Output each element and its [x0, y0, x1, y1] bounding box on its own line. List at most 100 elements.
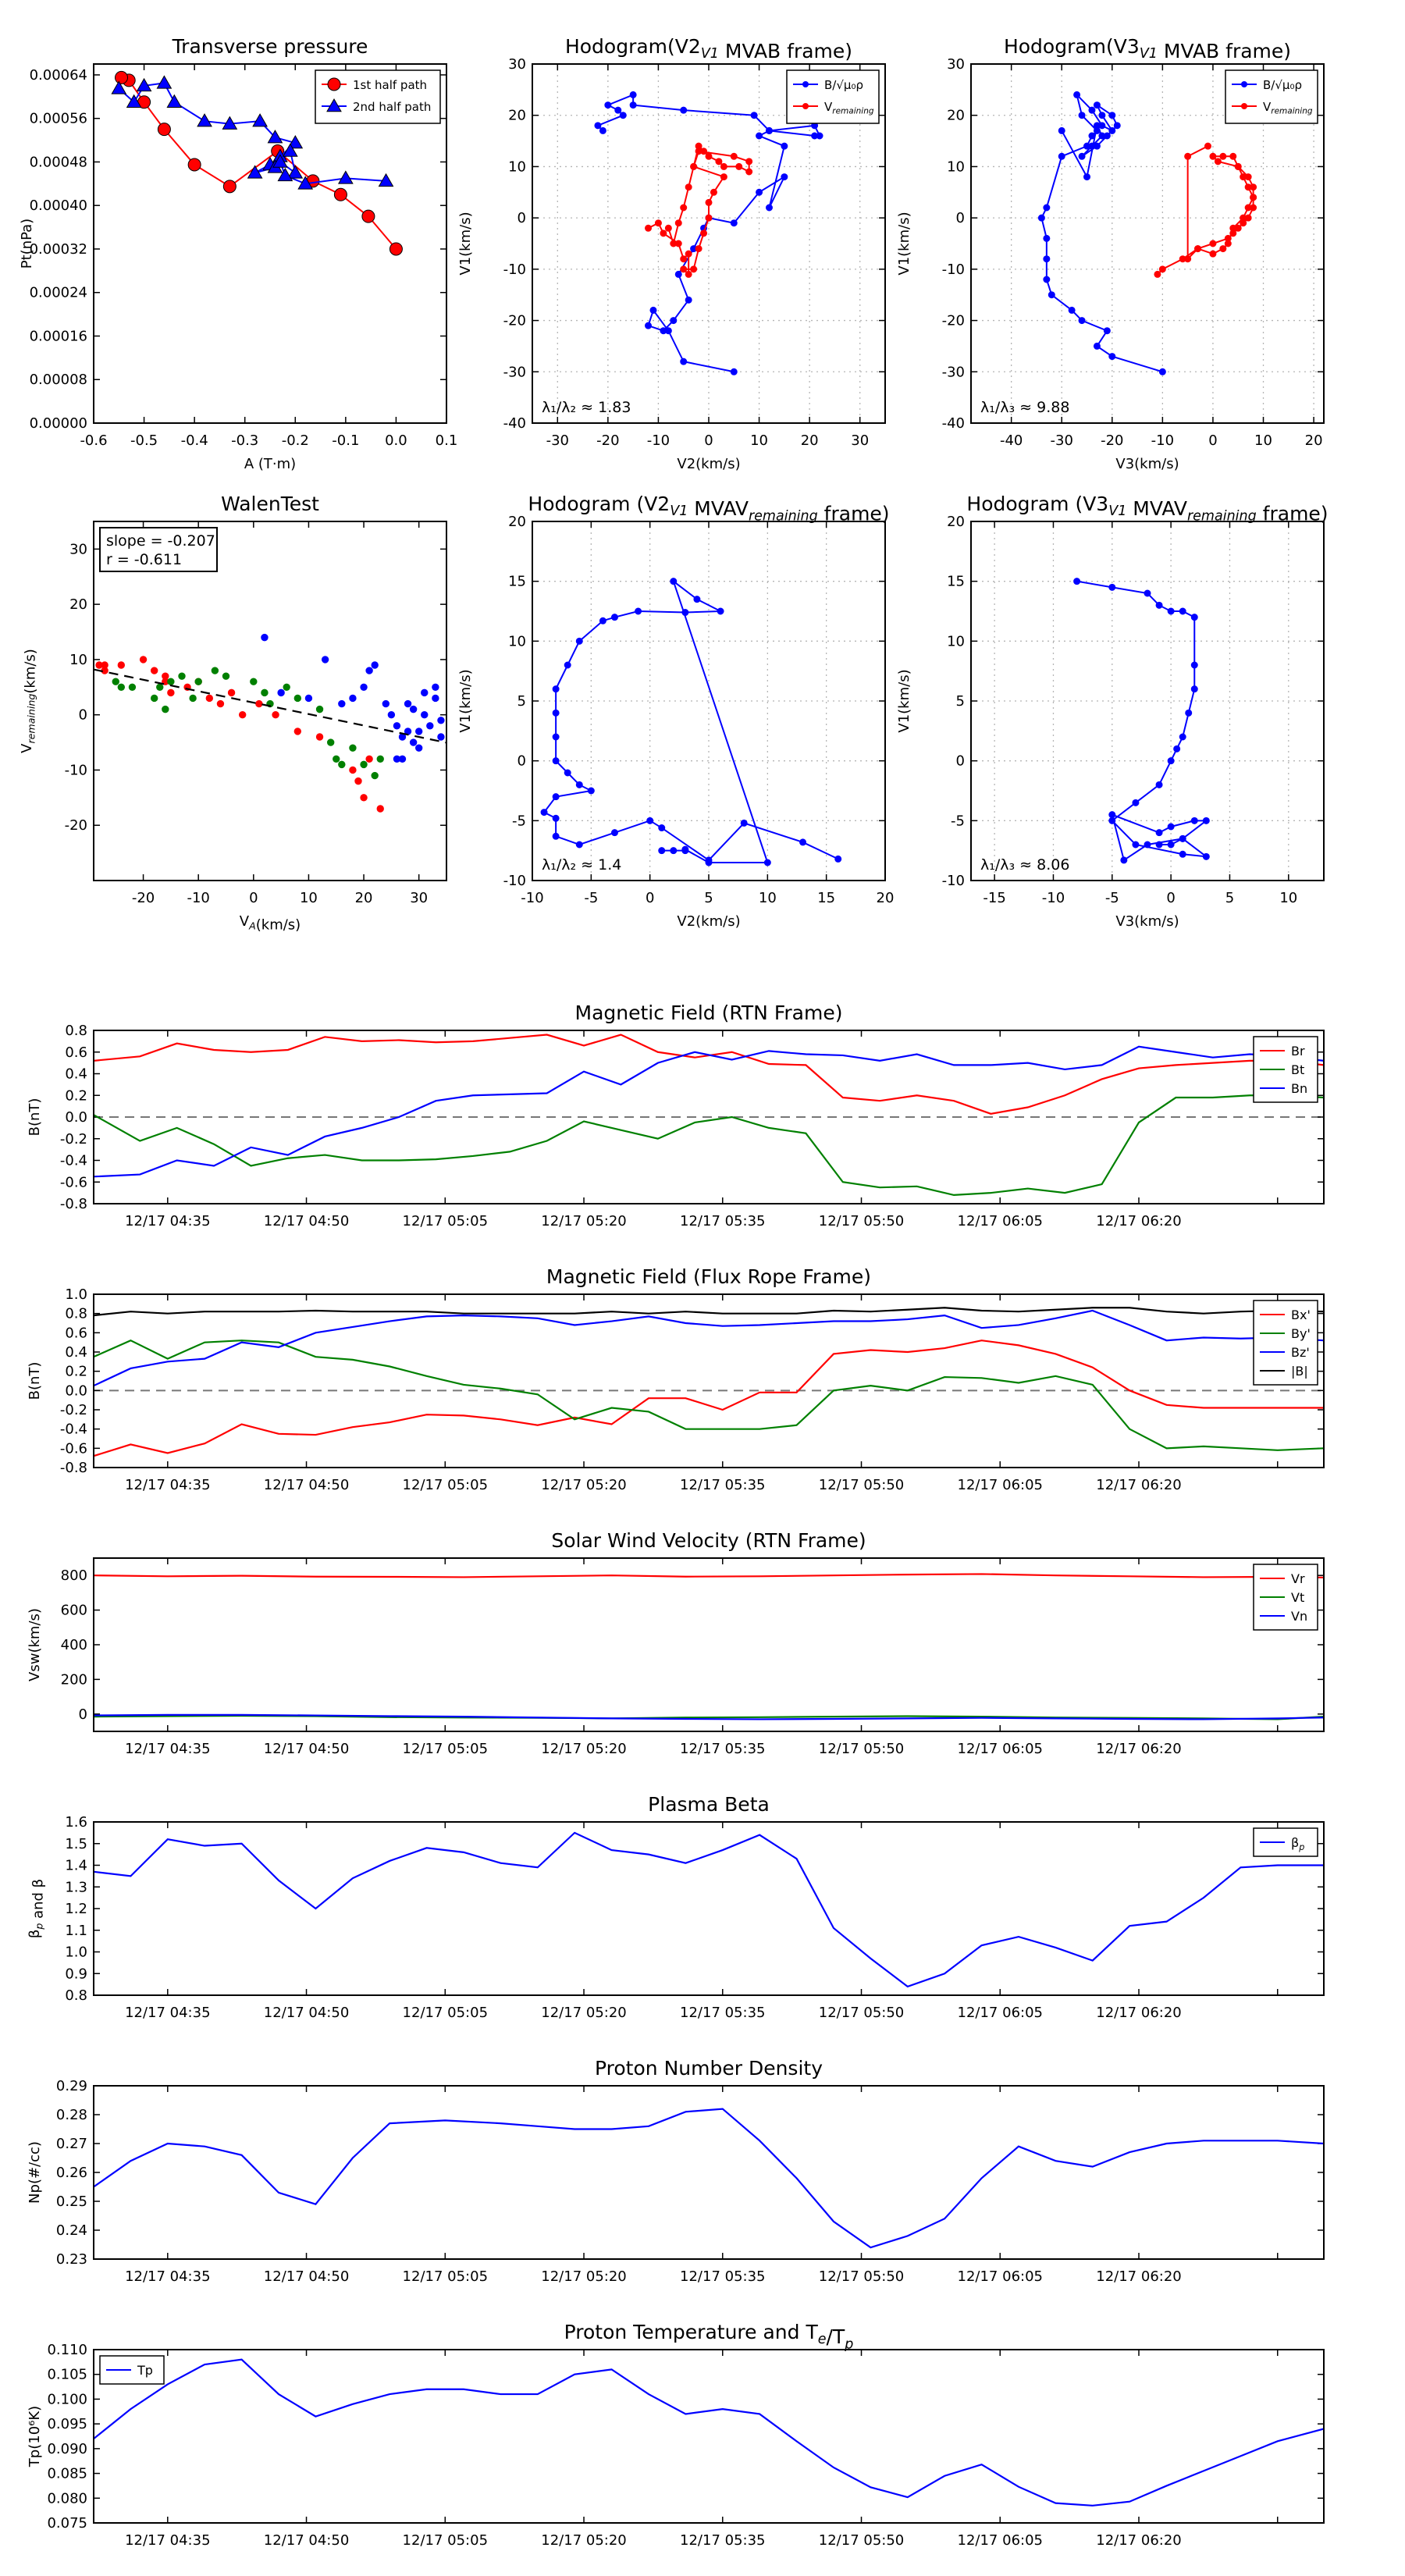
- data-point: [222, 116, 238, 130]
- y-tick-label: 20: [508, 514, 526, 530]
- data-point: [238, 710, 247, 719]
- data-point: [552, 814, 560, 822]
- data-point: [189, 694, 197, 703]
- x-tick-label: 12/17 06:20: [1096, 2532, 1181, 2549]
- chart-panel-9: Solar Wind Velocity (RTN Frame) 12/17 04:…: [27, 1529, 1325, 1757]
- data-point: [1240, 214, 1247, 222]
- data-point: [360, 794, 368, 802]
- y-tick-label: 15: [947, 574, 965, 590]
- x-tick-label: 12/17 05:05: [403, 1741, 488, 1757]
- data-point: [101, 661, 108, 669]
- plot-area: [94, 1573, 1324, 1720]
- data-point: [610, 829, 618, 837]
- data-point: [564, 661, 571, 669]
- y-tick-label: 0.110: [47, 2342, 87, 2358]
- y-tick-label: -30: [503, 364, 526, 380]
- legend: B/√μ₀ρ Vremaining: [786, 69, 880, 124]
- x-tick-label: 12/17 04:35: [125, 2268, 210, 2285]
- series-line-1: [94, 1340, 1324, 1457]
- data-point: [361, 209, 375, 223]
- x-axis-label: V2(km/s): [677, 456, 740, 472]
- chart-title: Transverse pressure: [172, 35, 368, 58]
- x-axis-label: A (T·m): [244, 456, 296, 472]
- data-point: [740, 819, 748, 827]
- eigenvalue-ratio-label: λ₁/λ₂ ≈ 1.83: [542, 399, 631, 416]
- data-point: [564, 769, 571, 777]
- chart-panel-5: Hodogram (V2V1 MVAVremaining frame) -10 -5…: [457, 493, 894, 930]
- data-point: [552, 832, 560, 840]
- data-point: [117, 683, 126, 692]
- y-tick-label: -20: [942, 313, 965, 329]
- data-point: [337, 170, 354, 184]
- data-point: [705, 152, 713, 160]
- x-tick-label: 5: [704, 890, 713, 906]
- chart-title: Proton Number Density: [595, 2057, 823, 2080]
- data-point: [717, 607, 724, 615]
- data-point: [680, 255, 688, 263]
- data-point: [1209, 250, 1217, 258]
- y-tick-label: 0.27: [56, 2136, 87, 2152]
- data-point: [1088, 132, 1096, 140]
- legend-label: 1st half path: [353, 78, 427, 92]
- data-point: [376, 805, 384, 813]
- y-axis-label: Tp(10⁶K): [27, 2406, 43, 2467]
- data-point: [1098, 112, 1106, 119]
- series-line-2: [94, 1094, 1324, 1197]
- data-point: [1158, 368, 1166, 375]
- data-point: [287, 135, 304, 149]
- x-tick-label: 12/17 06:05: [958, 1741, 1043, 1757]
- x-tick-label: 12/17 05:05: [403, 2532, 488, 2549]
- data-point: [1224, 240, 1232, 247]
- y-tick-label: 0.23: [56, 2251, 87, 2268]
- legend: βp: [1253, 1827, 1318, 1857]
- plot-frame: [93, 63, 447, 424]
- legend: B/√μ₀ρ Vremaining: [1225, 69, 1318, 124]
- legend-label: B/√μ₀ρ: [1263, 78, 1302, 92]
- data-point: [349, 744, 357, 752]
- plot-frame: [93, 521, 447, 881]
- x-tick-label: 12/17 05:20: [541, 2005, 626, 2021]
- data-point: [421, 688, 429, 697]
- legend-label: 2nd half path: [353, 100, 431, 114]
- data-point: [227, 688, 236, 697]
- data-point: [1219, 245, 1227, 253]
- data-point: [261, 688, 269, 697]
- data-point: [604, 101, 612, 109]
- data-point: [432, 694, 439, 703]
- data-point: [756, 188, 763, 196]
- legend-label: Br: [1291, 1044, 1305, 1059]
- x-tick-label: 12/17 04:35: [125, 1477, 210, 1493]
- x-tick-label: 12/17 05:35: [680, 2268, 765, 2285]
- data-point: [834, 855, 842, 863]
- legend-marker: [802, 103, 809, 109]
- data-point: [378, 173, 394, 187]
- data-point: [599, 126, 606, 134]
- legend: 1st half path 2nd half path: [315, 69, 441, 124]
- plot-frame: [532, 63, 886, 424]
- y-tick-label: 0.4: [65, 1066, 87, 1083]
- data-point: [1184, 152, 1192, 160]
- x-tick-label: -5: [1105, 890, 1119, 906]
- series-line-1: [542, 578, 839, 863]
- data-point: [115, 70, 129, 84]
- data-point: [1154, 270, 1161, 278]
- x-tick-label: 12/17 06:05: [958, 1213, 1043, 1229]
- data-point: [421, 710, 429, 719]
- x-tick-label: 12/17 05:35: [680, 2532, 765, 2549]
- data-point: [1155, 841, 1163, 849]
- plot-area: [94, 1034, 1324, 1197]
- legend-label: βp: [1291, 1835, 1304, 1852]
- x-tick-label: 20: [355, 890, 373, 906]
- data-point: [1155, 601, 1163, 609]
- chart-panel-2: Hodogram(V2V1 MVAB frame) -30 -20 -10 0 10 20 3…: [457, 35, 886, 472]
- x-tick-label: 12/17 05:50: [819, 1213, 904, 1229]
- eigenvalue-ratio-label: λ₁/λ₃ ≈ 8.06: [980, 856, 1069, 873]
- y-tick-label: 0: [79, 1706, 87, 1723]
- plot-area: [111, 70, 403, 256]
- data-point: [646, 817, 654, 824]
- data-point: [1144, 589, 1151, 597]
- x-tick-label: 10: [1279, 890, 1297, 906]
- y-tick-label: 0.2: [65, 1364, 87, 1380]
- data-point: [287, 165, 304, 179]
- data-point: [685, 296, 692, 304]
